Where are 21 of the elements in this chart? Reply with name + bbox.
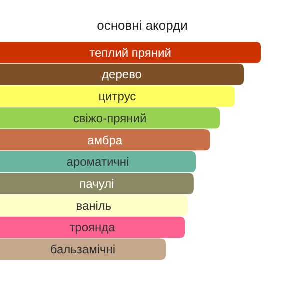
y-tick-label: ваніль bbox=[76, 198, 112, 213]
bar bbox=[0, 216, 186, 238]
bar bbox=[0, 173, 194, 194]
bar bbox=[0, 238, 166, 260]
y-tick-label: ароматичні bbox=[66, 155, 130, 170]
bar bbox=[0, 195, 188, 216]
bar bbox=[0, 129, 210, 151]
y-tick-label: дерево bbox=[102, 68, 142, 82]
chart-title: основні акорди bbox=[97, 18, 188, 33]
y-tick-label: пачулі bbox=[80, 177, 114, 191]
bar bbox=[0, 42, 261, 64]
bar bbox=[0, 86, 235, 107]
bar bbox=[0, 151, 196, 173]
bar bbox=[0, 108, 220, 129]
y-tick-label: амбра bbox=[88, 133, 123, 148]
y-tick-label: свіжо-пряний bbox=[73, 111, 147, 126]
y-tick-label: цитрус bbox=[98, 90, 136, 104]
y-tick-label: бальзамічні bbox=[50, 242, 116, 257]
y-tick-label: теплий пряний bbox=[90, 46, 172, 60]
bar bbox=[0, 64, 244, 86]
y-tick-label: троянда bbox=[70, 220, 116, 235]
